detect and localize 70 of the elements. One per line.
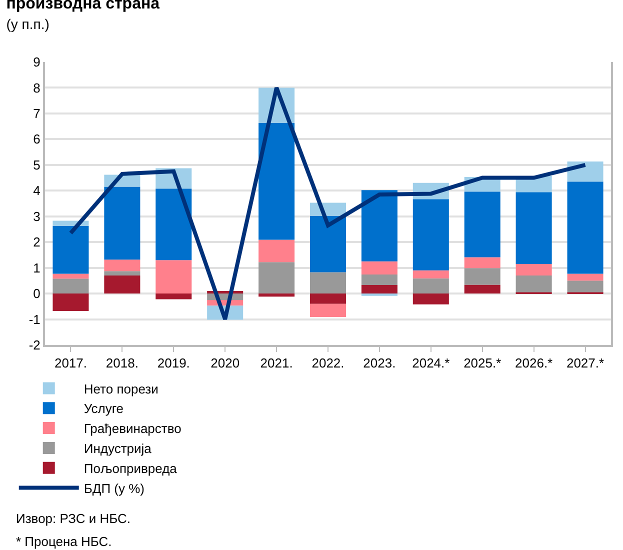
x-tick-label: 2022. (312, 356, 344, 371)
bar (310, 272, 346, 294)
x-tick-label: 2021. (260, 356, 293, 371)
legend-label: БДП (у %) (84, 480, 144, 496)
y-tick-label: 0 (33, 286, 40, 302)
bar (412, 199, 449, 270)
bar (567, 280, 604, 292)
x-tick-label: 2017. (54, 356, 88, 371)
legend-label: Нето порези (84, 381, 158, 396)
x-tick-label: 2018. (106, 356, 138, 371)
x-tick-label: 2027.* (566, 356, 604, 371)
x-tick-label: 2023. (363, 356, 396, 371)
bar (361, 274, 398, 286)
bar (464, 284, 500, 294)
bar (567, 182, 604, 274)
y-tick-label: -1 (28, 312, 40, 327)
y-tick-label: 9 (33, 54, 40, 70)
bar (258, 262, 295, 294)
legend-label: Грађевинарство (84, 421, 182, 436)
bar (104, 186, 140, 260)
bar (464, 257, 500, 268)
bar (567, 274, 604, 281)
bar (156, 188, 192, 260)
y-tick-label: 6 (33, 132, 40, 147)
y-tick-label: 1 (33, 260, 40, 276)
bar (52, 294, 89, 312)
y-tick-label: 2 (33, 234, 40, 250)
line-series (68, 86, 588, 322)
bar (412, 278, 449, 294)
x-tick-label: 2025.* (464, 356, 502, 371)
bar (156, 260, 192, 294)
bar (52, 278, 89, 294)
bar (361, 190, 398, 262)
bar (412, 294, 449, 304)
bar (104, 260, 140, 272)
bar (258, 122, 295, 240)
bar (258, 240, 295, 262)
bar (464, 192, 500, 258)
x-tick-label: 2026.* (515, 356, 553, 371)
x-tick-label: 2024.* (412, 356, 450, 371)
y-tick-label: -2 (28, 338, 40, 353)
bar (361, 285, 398, 294)
bar (310, 304, 346, 317)
bar (412, 270, 449, 278)
y-tick-label: 5 (33, 157, 40, 172)
y-tick-label: 4 (33, 183, 40, 198)
bar (310, 216, 346, 272)
bar (310, 294, 346, 304)
legend-label: Услуге (84, 401, 124, 416)
chart-subtitle: (у п.п.) (6, 16, 50, 32)
legend-label: Пољопривреда (84, 460, 178, 476)
text: Извор: РЗС и НБС. (16, 511, 130, 526)
bar (52, 226, 89, 274)
y-tick-label: 8 (33, 80, 40, 96)
text: * Процена НБС. (16, 534, 112, 549)
x-tick-label: 2020 (210, 356, 240, 371)
bar (516, 192, 552, 264)
bar (464, 268, 500, 285)
bar (156, 294, 192, 300)
bar (516, 276, 552, 292)
bar (52, 274, 89, 279)
legend-label: Индустрија (84, 441, 152, 456)
bar (258, 294, 295, 297)
y-tick-label: 3 (33, 208, 40, 224)
bar (361, 261, 398, 275)
y-tick-label: 7 (33, 106, 40, 121)
bar (104, 276, 140, 294)
bar (516, 264, 552, 276)
x-tick-label: 2019. (157, 356, 190, 371)
bar (104, 271, 140, 276)
